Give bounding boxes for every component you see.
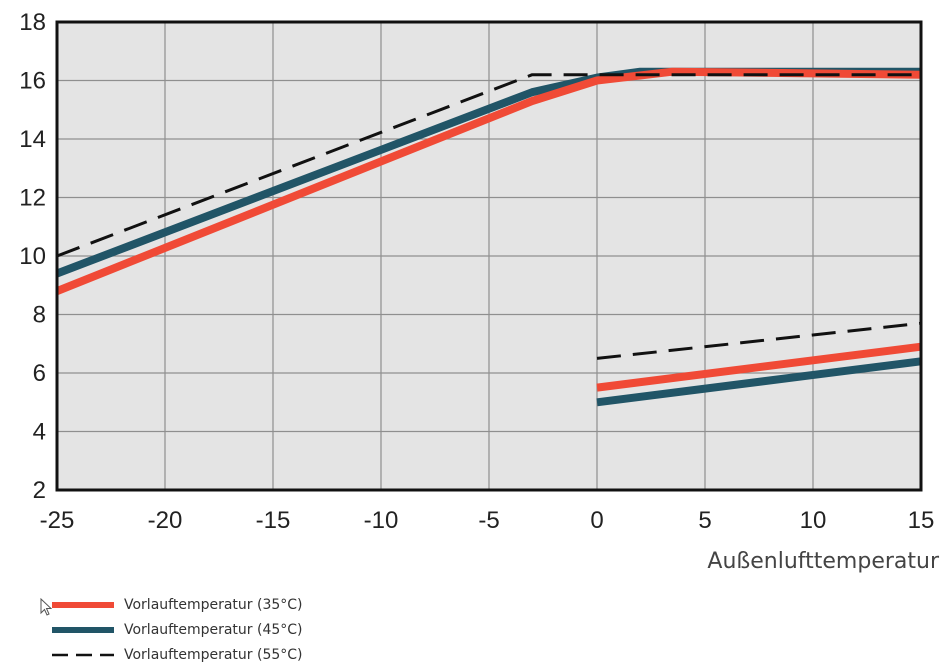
series-line (55, 67, 922, 295)
series-line (596, 342, 922, 392)
legend-label: Vorlauftemperatur (55°C) (124, 646, 303, 663)
x-tick-label: -20 (148, 507, 183, 534)
mouse-cursor-icon (40, 598, 53, 616)
x-tick-labels: -25 -20 -15 -10 -5 0 5 10 15 (40, 507, 935, 534)
y-tick-label: 4 (33, 419, 46, 446)
x-tick-label: 0 (590, 507, 603, 534)
x-tick-label: -15 (256, 507, 291, 534)
legend-item: Vorlauftemperatur (55°C) (50, 642, 303, 667)
x-tick-label: 5 (698, 507, 711, 534)
y-tick-label: 10 (19, 243, 46, 270)
y-tick-label: 2 (33, 477, 46, 504)
legend-item: Vorlauftemperatur (45°C) (50, 617, 303, 642)
legend-swatch (52, 626, 114, 633)
x-axis-label: Außenlufttemperatur (707, 549, 940, 574)
x-tick-label: 10 (800, 507, 827, 534)
y-tick-label: 18 (19, 9, 46, 36)
series-line (56, 73, 921, 258)
legend-label: Vorlauftemperatur (35°C) (124, 596, 303, 613)
legend-item: Vorlauftemperatur (35°C) (50, 592, 303, 617)
x-tick-label: 15 (908, 507, 935, 534)
plot-frame (55, 20, 923, 492)
legend: Vorlauftemperatur (35°C) Vorlauftemperatu… (50, 592, 303, 667)
legend-swatch (52, 601, 114, 608)
y-tick-labels: 2 4 6 8 10 12 14 16 18 (19, 9, 46, 504)
legend-swatch (52, 653, 114, 656)
y-tick-label: 14 (19, 126, 46, 153)
series-lines (55, 67, 922, 407)
y-tick-label: 8 (33, 302, 46, 329)
x-tick-label: -10 (364, 507, 399, 534)
legend-label: Vorlauftemperatur (45°C) (124, 621, 303, 638)
y-tick-label: 12 (19, 185, 46, 212)
x-tick-label: -25 (40, 507, 75, 534)
series-line (596, 357, 922, 407)
series-line (596, 321, 922, 360)
y-tick-label: 16 (19, 68, 46, 95)
x-tick-label: -5 (478, 507, 499, 534)
y-tick-label: 6 (33, 360, 46, 387)
